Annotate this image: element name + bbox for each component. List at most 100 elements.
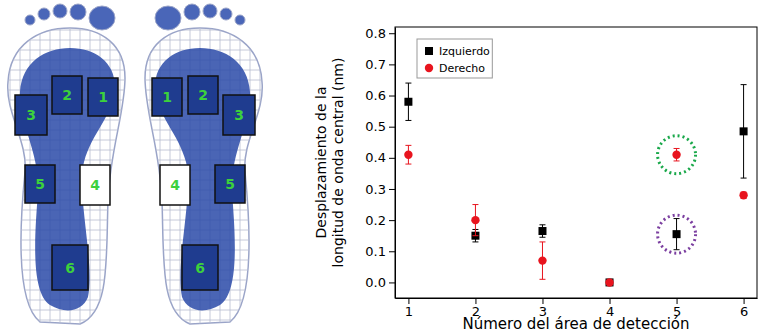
mesh-line	[0, 320, 135, 321]
point	[740, 127, 748, 135]
sensing-area	[182, 245, 218, 290]
error-bar	[539, 225, 545, 237]
area-label: 2	[198, 87, 208, 103]
sensing-area	[52, 245, 88, 290]
mesh-line	[0, 40, 135, 41]
error-bar-cap	[472, 204, 478, 205]
error-bar-cap	[539, 279, 545, 280]
point	[739, 191, 747, 199]
tick-mark	[389, 282, 395, 283]
y-axis-title: Desplazamiento de lalongitud de onda cen…	[313, 58, 346, 268]
toe	[235, 15, 245, 25]
mesh-line	[10, 0, 11, 334]
series	[404, 145, 748, 286]
axis-line	[396, 298, 758, 299]
mesh-line	[135, 10, 270, 11]
area-label: 3	[26, 107, 36, 123]
area-label: 4	[170, 177, 180, 193]
highlight-circle	[658, 215, 696, 253]
y-tick: 0.4	[365, 150, 395, 165]
plot-frame	[395, 27, 757, 298]
mesh-line	[135, 0, 270, 1]
point	[471, 216, 479, 224]
error-bar-cap	[405, 164, 411, 165]
sensing-area	[52, 76, 82, 114]
sensing-area	[160, 165, 190, 205]
mesh-line	[0, 330, 135, 331]
tick-mark	[389, 189, 395, 190]
mesh-line	[135, 320, 270, 321]
insole-mesh	[135, 0, 270, 334]
area-label: 5	[225, 176, 235, 192]
mesh-line	[120, 0, 121, 334]
point	[606, 278, 614, 286]
tick-mark	[542, 298, 543, 304]
tick-label: 0.1	[365, 244, 386, 259]
area-label: 6	[65, 260, 75, 276]
mesh-line	[0, 10, 135, 11]
error-bar-cap	[674, 218, 680, 219]
mesh-line	[130, 0, 131, 334]
point	[404, 98, 412, 106]
tick-mark	[389, 64, 395, 65]
sensing-area	[25, 165, 55, 203]
error-bar-cap	[472, 235, 478, 236]
foot	[0, 0, 135, 334]
plot-area	[404, 83, 748, 287]
tick-mark	[389, 251, 395, 252]
y-tick: 0.1	[365, 244, 395, 259]
error-bar-cap	[539, 224, 545, 225]
toe	[184, 4, 200, 20]
mesh-line	[0, 30, 135, 31]
tick-label: 0.6	[365, 88, 386, 103]
legend-marker	[425, 47, 433, 55]
sensing-area	[80, 165, 110, 205]
tick-label: 0.0	[365, 275, 386, 290]
y-tick: 0.7	[365, 57, 395, 72]
point	[538, 227, 546, 235]
toe	[203, 4, 217, 18]
mesh-line	[0, 0, 1, 334]
tick-mark	[389, 220, 395, 221]
legend-box	[417, 39, 492, 78]
tick-mark	[389, 127, 395, 128]
y-tick: 0.8	[365, 26, 395, 41]
highlight-circle	[658, 136, 696, 174]
error-bar-cap	[539, 237, 545, 238]
area-label: 2	[62, 87, 72, 103]
y-tick: 0.3	[365, 182, 395, 197]
mesh-line	[135, 40, 270, 41]
error-bar-cap	[741, 178, 747, 179]
tick-label: 0.3	[365, 182, 386, 197]
sensing-area	[215, 165, 245, 203]
legend: IzquierdoDerecho	[417, 39, 492, 78]
error-bar-cap	[674, 249, 680, 250]
y-tick: 0.5	[365, 119, 395, 134]
legend-label: Izquierdo	[439, 45, 490, 58]
tick-label: 0.4	[365, 150, 386, 165]
series	[404, 83, 747, 286]
tick-mark	[389, 33, 395, 34]
mesh-line	[140, 0, 141, 334]
tick-mark	[677, 298, 678, 304]
toe	[53, 4, 67, 18]
y-tick: 0.2	[365, 213, 395, 228]
error-bar-cap	[405, 145, 411, 146]
error-bar-cap	[472, 241, 478, 242]
toe	[89, 6, 115, 30]
error-bar	[405, 83, 411, 120]
area-label: 1	[98, 89, 108, 105]
error-bar	[741, 85, 747, 178]
sensing-area	[15, 95, 47, 135]
point	[404, 151, 412, 159]
legend-marker	[425, 64, 433, 72]
tick-label: 6	[740, 304, 748, 319]
sensing-area	[188, 76, 218, 114]
axis-line	[395, 28, 396, 299]
error-bar-cap	[674, 148, 680, 149]
error-bar-cap	[405, 83, 411, 84]
x-axis-title: Número del área de detección	[463, 315, 690, 333]
tick-mark	[744, 298, 745, 304]
area-label: 5	[35, 176, 45, 192]
tick-mark	[389, 96, 395, 97]
